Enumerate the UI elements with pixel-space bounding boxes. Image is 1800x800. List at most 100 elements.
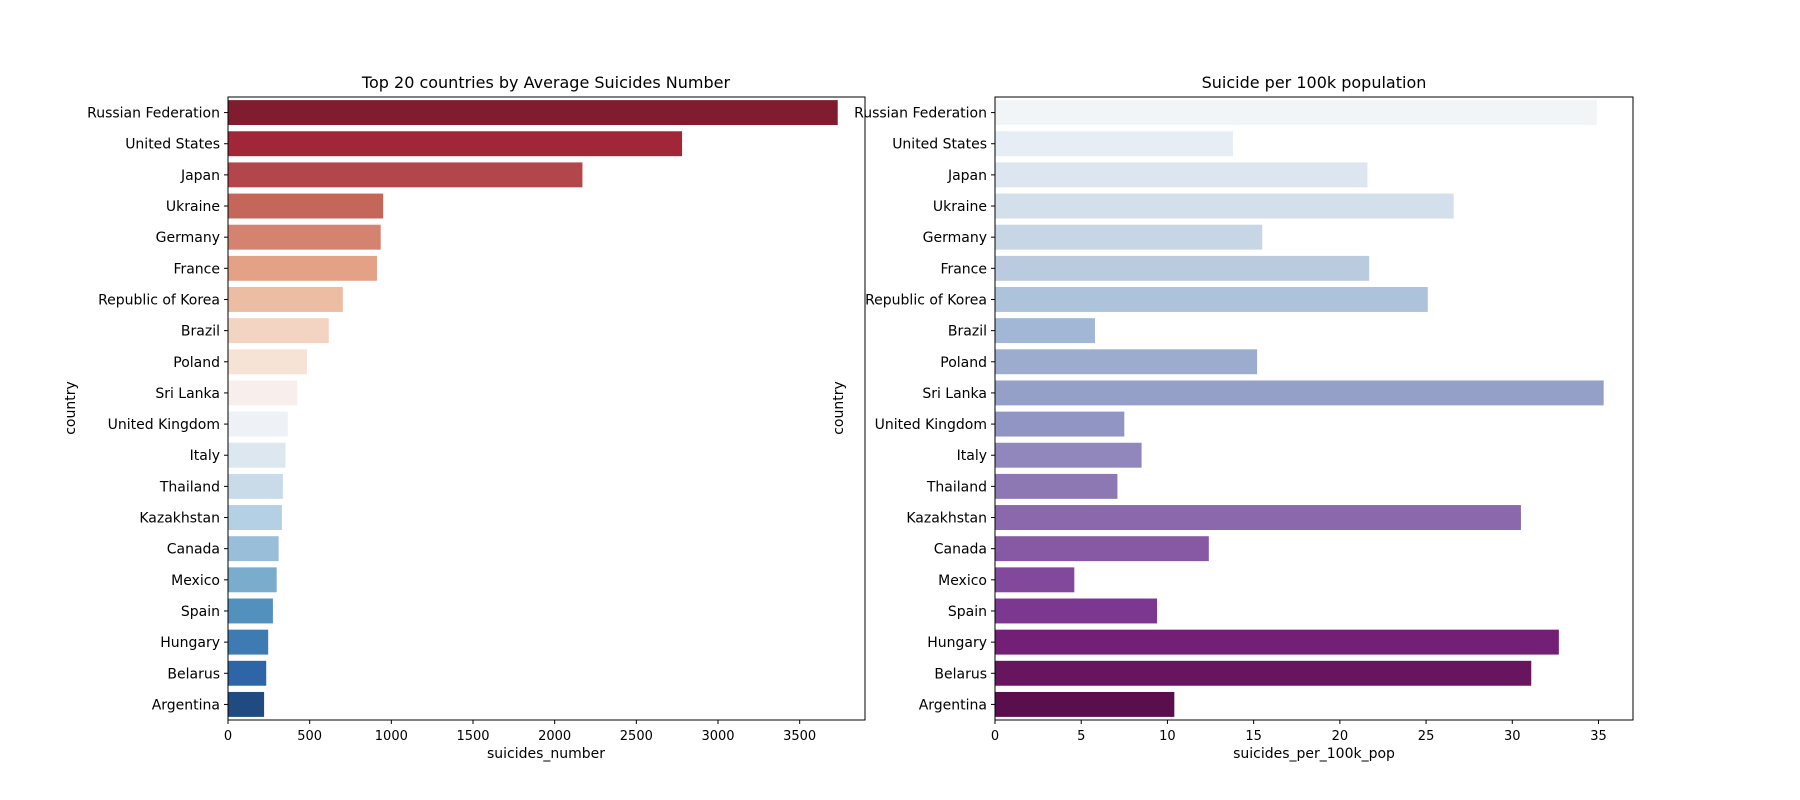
y-tick-label: United States	[892, 137, 987, 153]
bar	[995, 567, 1075, 593]
bar	[228, 380, 298, 406]
bar	[228, 224, 381, 250]
bar	[995, 380, 1604, 406]
x-tick-label: 35	[1590, 729, 1607, 744]
bar	[228, 505, 282, 530]
x-tick-label: 15	[1245, 729, 1262, 744]
bar	[228, 567, 277, 593]
y-tick-label: Thailand	[159, 479, 220, 495]
y-tick-label: Argentina	[919, 697, 987, 713]
y-tick-label: Canada	[934, 542, 987, 558]
bar	[228, 255, 377, 281]
bar	[995, 100, 1597, 126]
y-tick-label: Italy	[190, 448, 220, 464]
bar	[995, 505, 1521, 530]
bar	[995, 255, 1370, 281]
y-tick-label: Canada	[167, 542, 220, 558]
bar	[995, 131, 1233, 157]
bar	[228, 442, 286, 468]
bar	[995, 473, 1118, 499]
y-tick-label: Argentina	[152, 697, 220, 713]
bar	[995, 442, 1142, 468]
y-tick-label: Germany	[156, 230, 220, 246]
y-tick-label: Spain	[181, 604, 220, 620]
bar	[228, 131, 683, 157]
y-tick-label: Ukraine	[166, 199, 220, 215]
panel-left: Top 20 countries by Average Suicides Num…	[63, 73, 866, 762]
y-tick-label: Germany	[923, 230, 987, 246]
bar	[228, 691, 265, 717]
x-tick-label: 3500	[783, 729, 816, 744]
panel-right: Suicide per 100k population Russian Fede…	[831, 73, 1634, 762]
bar	[228, 349, 307, 375]
x-tick-label: 10	[1159, 729, 1176, 744]
y-tick-label: Russian Federation	[87, 106, 220, 122]
y-tick-label: Japan	[947, 168, 987, 184]
y-tick-label: Sri Lanka	[922, 386, 987, 402]
y-tick-label: Poland	[940, 355, 987, 371]
bar	[228, 473, 283, 499]
bar	[995, 691, 1175, 717]
bar	[995, 287, 1428, 312]
bar-layer	[995, 100, 1604, 717]
chart-title: Suicide per 100k population	[1202, 73, 1427, 92]
y-tick-label: Italy	[957, 448, 987, 464]
bar	[995, 318, 1096, 344]
y-tick-label: Brazil	[181, 324, 220, 340]
y-tick-label: France	[173, 261, 220, 277]
y-tick-label: Republic of Korea	[865, 292, 987, 308]
y-tick-layer: Russian Federation United States Japan Ukra…	[87, 106, 228, 713]
y-tick-label: Poland	[173, 355, 220, 371]
bar	[228, 536, 279, 562]
x-tick-label: 1500	[456, 729, 489, 744]
x-tick-label: 2000	[538, 729, 571, 744]
x-tick-layer: 0 500 1000 1500 2000 2500 3000 3500	[224, 720, 816, 744]
plot-frame	[994, 96, 1634, 721]
x-tick-label: 30	[1504, 729, 1521, 744]
bar	[228, 660, 267, 686]
bar-layer	[228, 100, 838, 717]
y-tick-label: United Kingdom	[875, 417, 987, 433]
y-axis-label: country	[63, 381, 79, 435]
y-tick-label: Kazakhstan	[906, 511, 987, 527]
x-axis-label: suicides_number	[487, 746, 605, 762]
bar	[228, 318, 329, 344]
x-tick-label: 5	[1077, 729, 1085, 744]
bar	[228, 598, 273, 624]
x-tick-layer: 0 5 10 15 20 25 30 35	[991, 720, 1607, 744]
x-axis-label: suicides_per_100k_pop	[1233, 746, 1395, 762]
bar	[228, 193, 384, 219]
y-tick-label: Sri Lanka	[155, 386, 220, 402]
y-tick-label: United Kingdom	[108, 417, 220, 433]
x-tick-label: 3000	[701, 729, 734, 744]
y-tick-layer: Russian Federation United States Japan Ukra…	[854, 106, 995, 713]
y-tick-label: Hungary	[927, 635, 987, 651]
bar	[995, 629, 1559, 655]
bar	[228, 411, 288, 437]
x-tick-label: 25	[1418, 729, 1435, 744]
y-tick-label: Belarus	[167, 666, 220, 682]
bar	[228, 162, 583, 188]
y-tick-label: Thailand	[926, 479, 987, 495]
bar	[228, 629, 269, 655]
y-tick-label: United States	[125, 137, 220, 153]
bar	[995, 660, 1532, 686]
y-tick-label: Hungary	[160, 635, 220, 651]
y-tick-label: Kazakhstan	[139, 511, 220, 527]
x-tick-label: 0	[991, 729, 999, 744]
bar	[995, 411, 1125, 437]
bar	[995, 193, 1454, 219]
y-tick-label: Mexico	[171, 573, 220, 589]
y-tick-label: Spain	[948, 604, 987, 620]
bar	[995, 162, 1368, 188]
bar	[228, 100, 838, 126]
chart-title: Top 20 countries by Average Suicides Num…	[361, 73, 731, 92]
y-tick-label: Mexico	[938, 573, 987, 589]
x-tick-label: 500	[297, 729, 322, 744]
y-tick-label: Belarus	[934, 666, 987, 682]
y-tick-label: Republic of Korea	[98, 292, 220, 308]
bar	[995, 598, 1158, 624]
y-tick-label: Brazil	[948, 324, 987, 340]
x-tick-label: 2500	[620, 729, 653, 744]
